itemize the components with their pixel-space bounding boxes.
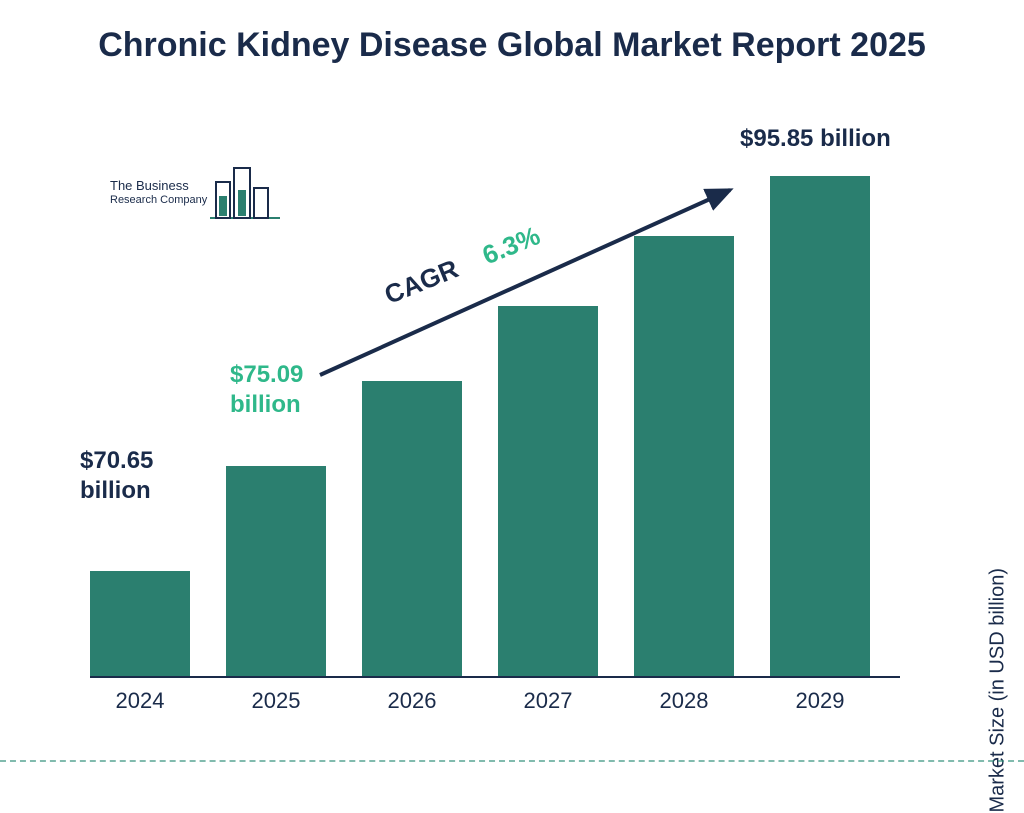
data-label: $75.09billion [230,360,303,420]
bar-fill [498,306,598,676]
bar [634,236,734,676]
data-label: $95.85 billion [740,124,891,154]
x-axis-label: 2027 [498,688,598,714]
bar-fill [770,176,870,676]
y-axis-label: Market Size (in USD billion) [987,568,1010,813]
bar [362,381,462,676]
x-axis-baseline [90,676,900,678]
bar-fill [226,466,326,676]
bar-fill [90,571,190,676]
bottom-dash-border [0,760,1024,762]
x-axis-label: 2025 [226,688,326,714]
chart-title: Chronic Kidney Disease Global Market Rep… [0,24,1024,67]
bar-fill [634,236,734,676]
bar [770,176,870,676]
x-axis-label: 2029 [770,688,870,714]
bar [498,306,598,676]
x-axis-label: 2026 [362,688,462,714]
x-axis-label: 2028 [634,688,734,714]
x-axis-label: 2024 [90,688,190,714]
bar [90,571,190,676]
bar [226,466,326,676]
data-label: $70.65billion [80,446,153,506]
bar-fill [362,381,462,676]
